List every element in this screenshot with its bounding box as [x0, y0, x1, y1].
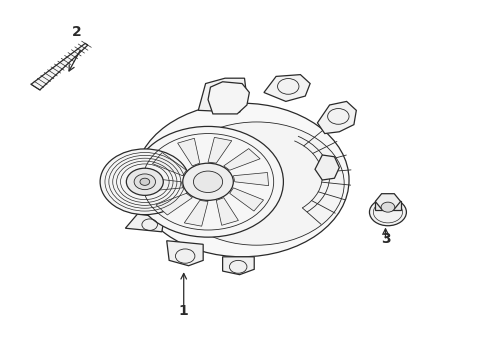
Circle shape	[134, 174, 155, 190]
Polygon shape	[152, 153, 186, 176]
Polygon shape	[166, 241, 203, 266]
Circle shape	[126, 168, 163, 195]
Polygon shape	[374, 202, 400, 210]
Polygon shape	[229, 188, 263, 211]
Polygon shape	[264, 75, 309, 102]
Circle shape	[100, 149, 189, 215]
Text: 2: 2	[72, 25, 81, 39]
Polygon shape	[314, 155, 339, 180]
Polygon shape	[224, 149, 260, 170]
Circle shape	[140, 178, 149, 185]
Polygon shape	[177, 138, 200, 166]
Polygon shape	[207, 138, 231, 163]
Polygon shape	[156, 193, 192, 215]
Circle shape	[193, 171, 222, 193]
Polygon shape	[31, 44, 88, 90]
Circle shape	[132, 126, 283, 237]
Polygon shape	[222, 257, 254, 275]
Polygon shape	[184, 201, 207, 226]
Circle shape	[369, 199, 406, 226]
Polygon shape	[207, 82, 249, 114]
Polygon shape	[147, 178, 182, 191]
Ellipse shape	[169, 122, 344, 245]
Text: 1: 1	[179, 303, 188, 318]
Circle shape	[380, 202, 394, 212]
Ellipse shape	[135, 103, 348, 257]
Polygon shape	[216, 198, 238, 225]
Polygon shape	[317, 102, 356, 134]
Circle shape	[183, 163, 233, 201]
Polygon shape	[374, 194, 400, 209]
Text: 3: 3	[380, 232, 389, 246]
Polygon shape	[198, 78, 246, 112]
Polygon shape	[125, 214, 164, 232]
Polygon shape	[233, 172, 268, 186]
